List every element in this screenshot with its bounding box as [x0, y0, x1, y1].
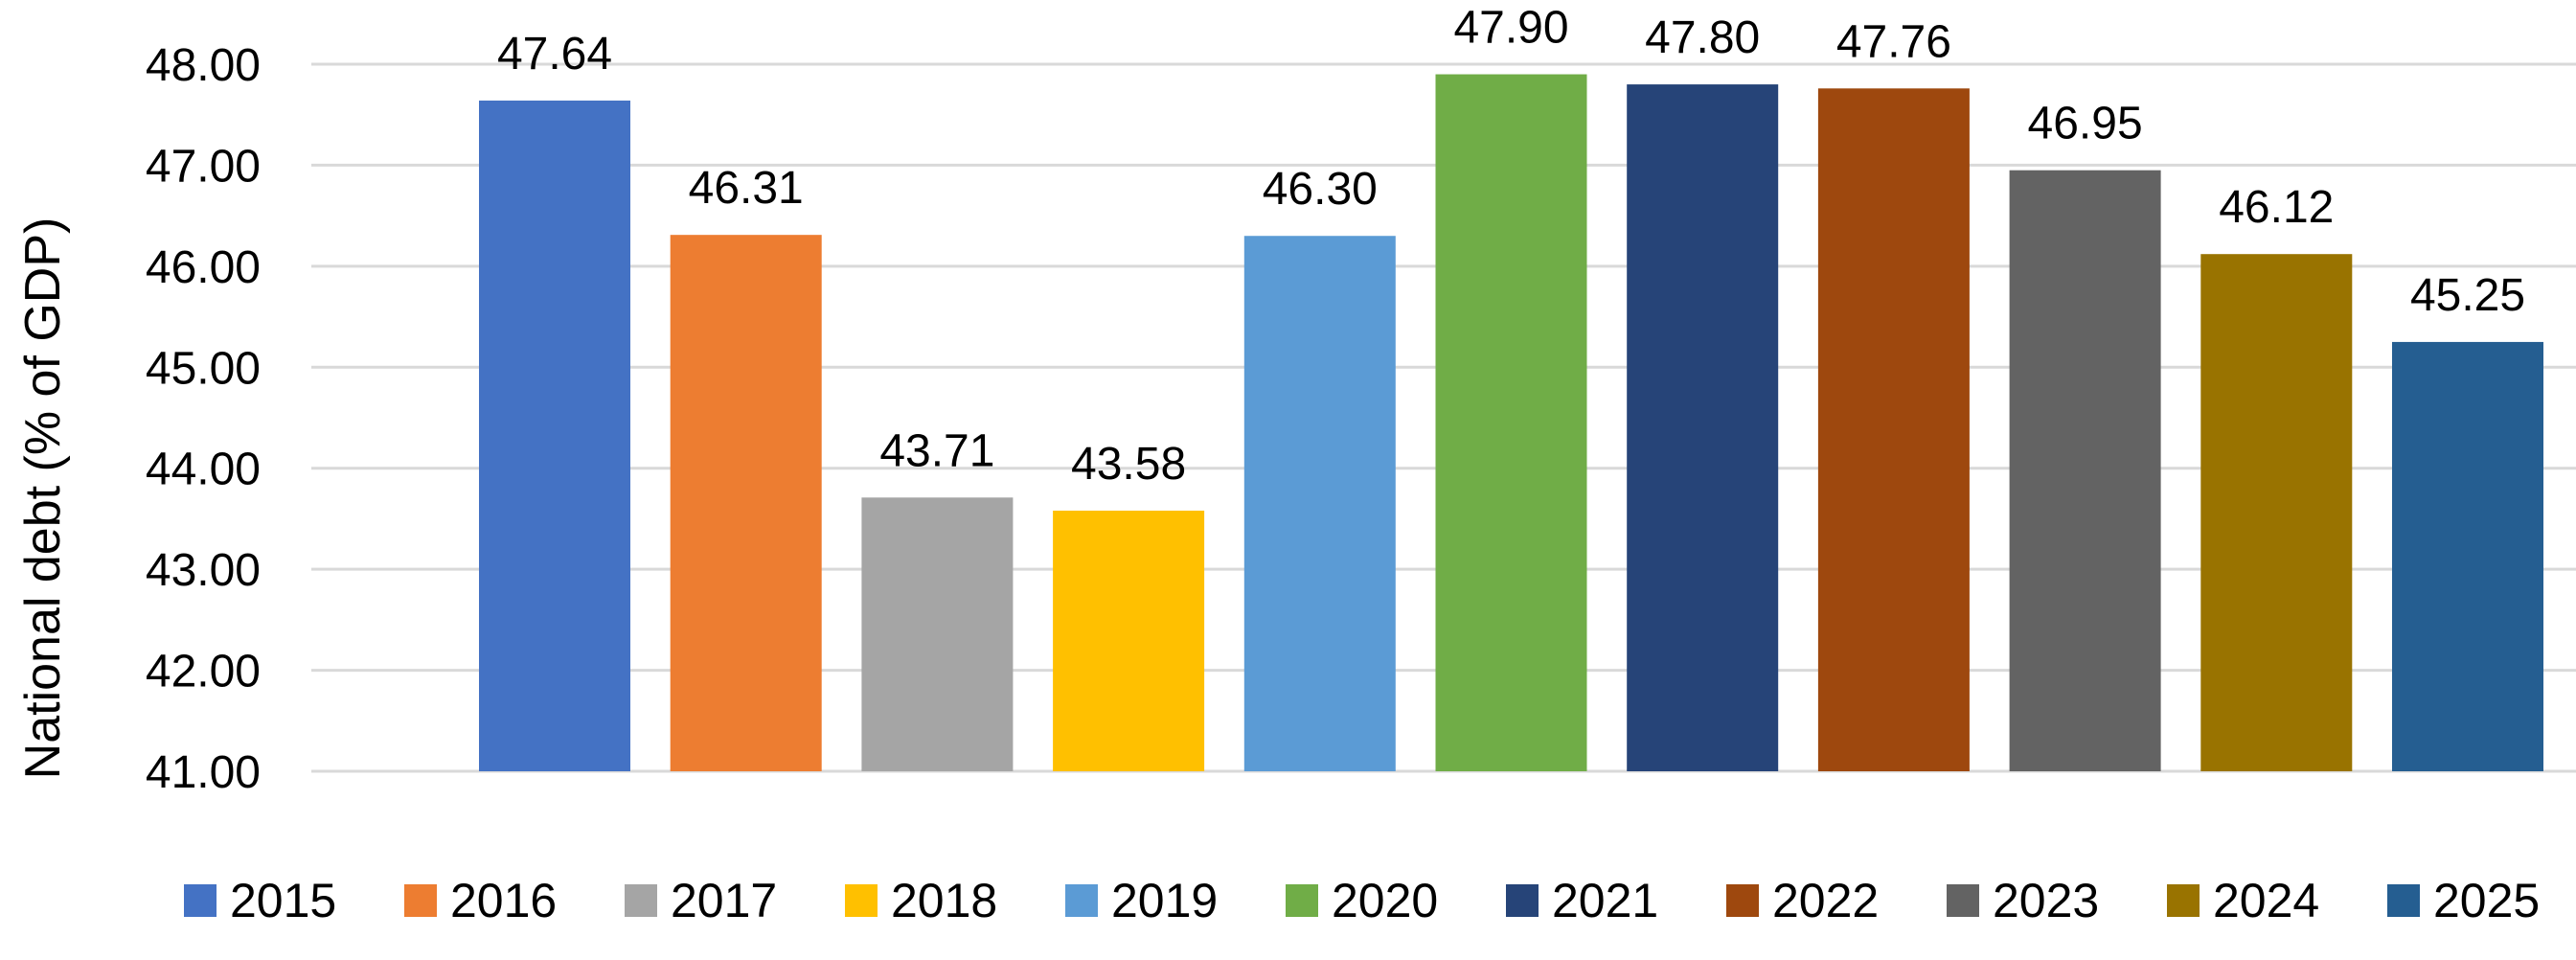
- data-label-2021: 47.80: [1645, 12, 1760, 63]
- legend-swatch-2025: [2387, 884, 2420, 917]
- legend-label-2023: 2023: [1993, 874, 2099, 927]
- y-tick-label: 47.00: [146, 141, 261, 192]
- legend-label-2019: 2019: [1111, 874, 1218, 927]
- y-tick-label: 41.00: [146, 747, 261, 798]
- bar-2018: [1053, 510, 1205, 771]
- data-label-2024: 46.12: [2219, 182, 2334, 233]
- y-tick-label: 43.00: [146, 545, 261, 596]
- legend-swatch-2024: [2167, 884, 2200, 917]
- legend-swatch-2017: [625, 884, 657, 917]
- data-label-2023: 46.95: [2028, 99, 2143, 149]
- y-tick-label: 46.00: [146, 242, 261, 293]
- y-axis-ticks: 41.00 42.00 43.00 44.00 45.00 46.00 47.00 48.00: [146, 40, 261, 798]
- bar-2017: [861, 497, 1014, 771]
- bars: [479, 74, 2543, 772]
- bar-2020: [1435, 74, 1587, 772]
- y-tick-label: 44.00: [146, 445, 261, 495]
- bar-2021: [1627, 84, 1779, 772]
- legend-swatch-2023: [1947, 884, 1979, 917]
- bar-2024: [2200, 254, 2353, 772]
- y-axis-title: National debt (% of GDP): [15, 217, 71, 780]
- legend-label-2020: 2020: [1332, 874, 1438, 927]
- legend-swatch-2021: [1506, 884, 1539, 917]
- data-label-2018: 43.58: [1071, 439, 1186, 490]
- data-label-2022: 47.76: [1836, 16, 1951, 67]
- legend-label-2016: 2016: [450, 874, 557, 927]
- legend-swatch-2018: [845, 884, 878, 917]
- data-label-2025: 45.25: [2410, 270, 2525, 321]
- legend-label-2025: 2025: [2433, 874, 2540, 927]
- legend-label-2024: 2024: [2213, 874, 2319, 927]
- data-label-2016: 46.31: [689, 163, 804, 214]
- bar-2025: [2392, 341, 2543, 771]
- legend-label-2021: 2021: [1552, 874, 1658, 927]
- data-label-2015: 47.64: [497, 29, 612, 80]
- legend-swatch-2022: [1726, 884, 1759, 917]
- legend-label-2015: 2015: [230, 874, 336, 927]
- y-tick-label: 45.00: [146, 343, 261, 394]
- legend-swatch-2019: [1065, 884, 1098, 917]
- bar-2015: [479, 100, 630, 771]
- data-label-2020: 47.90: [1453, 3, 1568, 54]
- data-label-2019: 46.30: [1263, 164, 1378, 215]
- bar-2022: [1817, 88, 1970, 771]
- y-tick-label: 48.00: [146, 40, 261, 91]
- legend-swatch-2020: [1286, 884, 1318, 917]
- y-tick-label: 42.00: [146, 647, 261, 697]
- legend-swatch-2016: [404, 884, 437, 917]
- data-label-2017: 43.71: [879, 425, 994, 476]
- bar-2019: [1243, 236, 1396, 771]
- bar-2023: [2009, 170, 2161, 771]
- legend-label-2017: 2017: [671, 874, 777, 927]
- data-labels: 47.64 46.31 43.71 43.58 46.30 47.90 47.80 47.76…: [497, 3, 2525, 490]
- legend-swatch-2015: [184, 884, 217, 917]
- legend: 2015 2016 2017 2018 2019 2020 2021 2022 2023 2024…: [184, 874, 2540, 927]
- legend-label-2018: 2018: [891, 874, 997, 927]
- legend-label-2022: 2022: [1772, 874, 1879, 927]
- bar-2016: [670, 235, 822, 771]
